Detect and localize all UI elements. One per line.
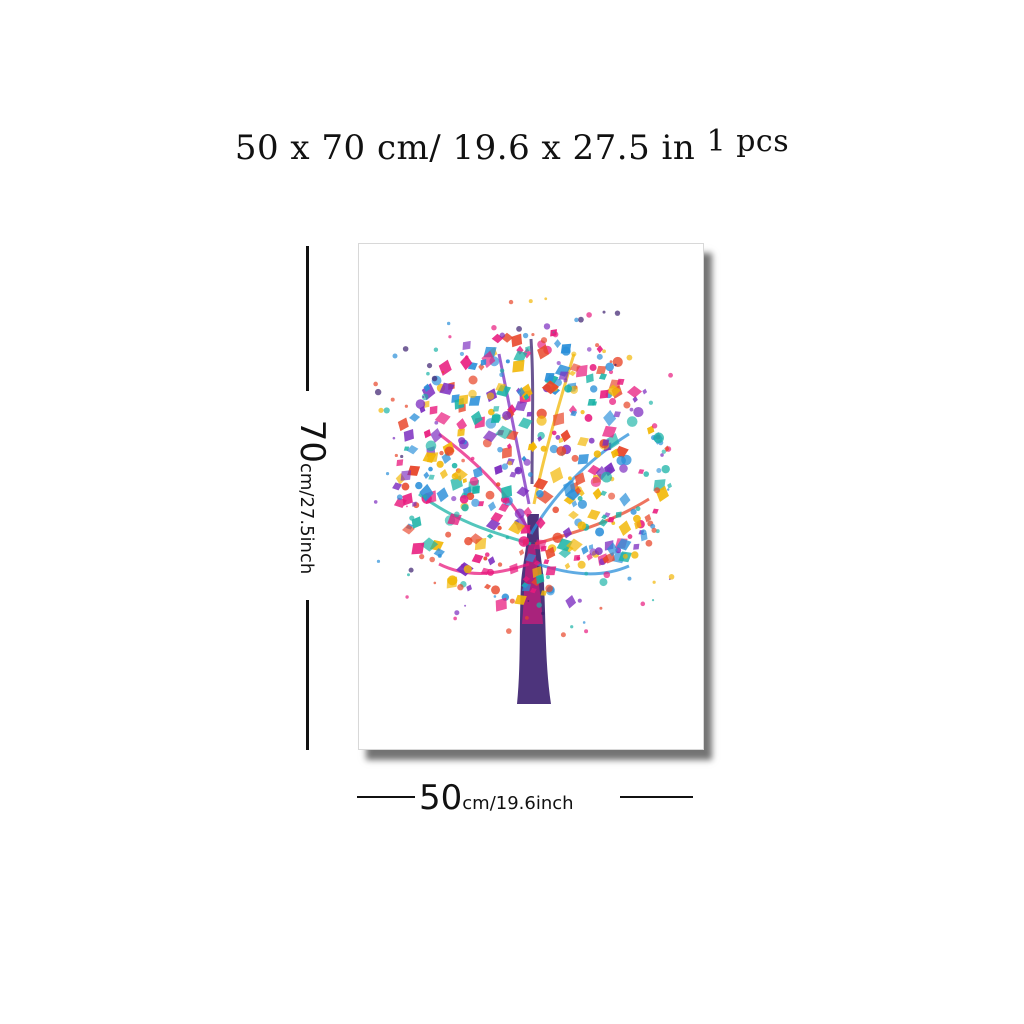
- size-title: 50 x 70 cm/ 19.6 x 27.5 in 1 pcs: [0, 124, 1024, 168]
- canvas-print: [358, 243, 704, 750]
- height-unit: cm/27.5inch: [296, 462, 317, 575]
- tree-artwork-icon: [373, 297, 675, 704]
- height-value: 70: [292, 419, 332, 463]
- width-value: 50: [419, 778, 463, 818]
- quantity-text: 1 pcs: [706, 124, 790, 159]
- height-line-top: [306, 246, 309, 391]
- height-label: 70cm/27.5inch: [292, 420, 332, 575]
- width-line-left: [357, 796, 415, 798]
- width-line-right: [620, 796, 693, 798]
- size-text: 50 x 70 cm/ 19.6 x 27.5 in: [234, 128, 696, 168]
- width-unit: cm/19.6inch: [462, 793, 574, 814]
- width-label: 50cm/19.6inch: [419, 778, 574, 818]
- height-line-bottom: [306, 600, 309, 750]
